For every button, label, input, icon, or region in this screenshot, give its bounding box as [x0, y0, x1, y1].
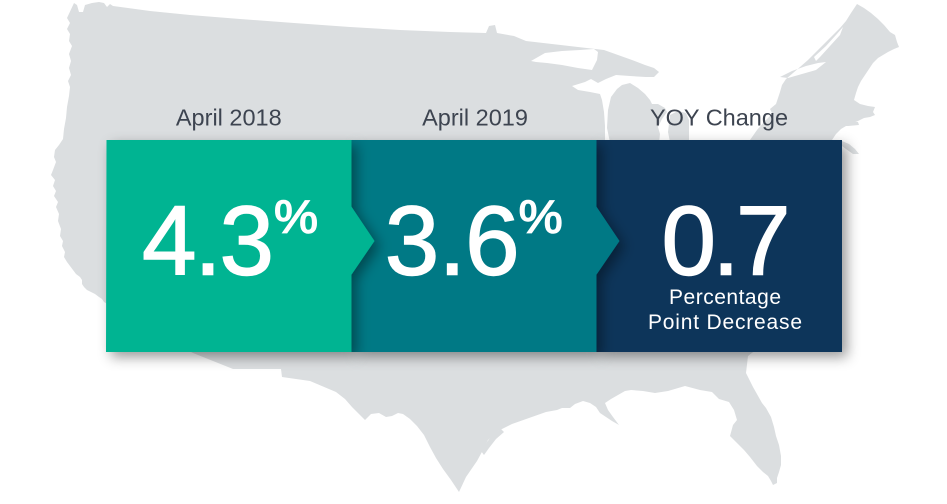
svg-text:YOY Change: YOY Change — [650, 105, 788, 131]
svg-text:Point Decrease: Point Decrease — [648, 311, 802, 334]
svg-text:3.6: 3.6 — [385, 186, 520, 296]
svg-text:%: % — [274, 191, 318, 243]
svg-text:4.3: 4.3 — [142, 186, 274, 296]
svg-text:0.7: 0.7 — [662, 186, 791, 296]
svg-text:%: % — [519, 191, 563, 243]
svg-text:April 2019: April 2019 — [422, 105, 528, 131]
svg-text:Percentage: Percentage — [669, 286, 781, 309]
svg-text:April 2018: April 2018 — [176, 105, 282, 131]
